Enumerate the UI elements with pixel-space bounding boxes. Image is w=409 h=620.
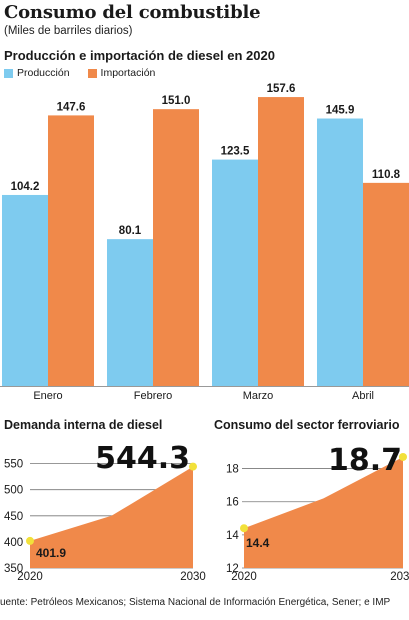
bar-chart-title: Producción e importación de diesel en 20…	[4, 48, 275, 63]
bar-importacion-2	[258, 97, 304, 387]
ferroviario-x-tick-label: 2030	[390, 571, 409, 583]
bar-value-label: 110.8	[372, 169, 401, 181]
ferroviario-start-marker	[240, 524, 248, 533]
demanda-start-value-label: 401.9	[36, 546, 66, 560]
bar-value-label: 147.6	[57, 101, 86, 113]
demanda-x-tick-label: 2020	[17, 571, 43, 583]
source-note: uente: Petróleos Mexicanos; Sistema Naci…	[0, 597, 391, 608]
ferroviario-y-tick-label: 16	[226, 497, 239, 509]
demanda-y-tick-label: 450	[4, 511, 23, 523]
bar-value-label: 157.6	[267, 83, 296, 95]
demanda-area	[30, 466, 193, 568]
ferroviario-y-tick-label: 14	[226, 530, 239, 542]
legend-label-importacion: Importación	[100, 67, 156, 79]
legend: Producción Importación	[4, 67, 173, 79]
x-tick-label: Febrero	[134, 390, 173, 402]
ferroviario-end-value-label: 18.7	[328, 443, 402, 478]
ferroviario-end-marker	[399, 452, 407, 461]
ferroviario-y-tick-label: 18	[226, 464, 239, 476]
bar-value-label: 123.5	[221, 146, 250, 158]
x-tick-label: Marzo	[243, 390, 274, 402]
bar-produccion-2	[212, 159, 258, 386]
x-tick-label: Abril	[352, 390, 374, 402]
ferroviario-x-tick-label: 2020	[231, 571, 257, 583]
bar-importacion-0	[48, 115, 94, 387]
demanda-y-tick-label: 550	[4, 459, 23, 471]
bar-importacion-1	[153, 109, 199, 387]
demanda-start-marker	[26, 536, 34, 545]
bar-produccion-3	[317, 118, 363, 387]
demanda-x-tick-label: 2030	[180, 571, 206, 583]
bar-produccion-0	[2, 194, 48, 386]
legend-swatch-produccion	[4, 68, 13, 78]
bar-value-label: 104.2	[11, 181, 40, 193]
x-tick-label: Enero	[33, 390, 62, 402]
chart-title: Consumo del combustible	[4, 2, 261, 23]
chart-subtitle: (Miles de barriles diarios)	[4, 25, 133, 37]
demanda-y-tick-label: 350	[4, 563, 23, 575]
demanda-y-tick-label: 500	[4, 485, 23, 497]
bar-value-label: 80.1	[119, 225, 142, 237]
bar-produccion-1	[107, 239, 153, 386]
legend-swatch-importacion	[87, 68, 97, 78]
left-area-chart-title: Demanda interna de diesel	[4, 418, 163, 432]
bar-importacion-3	[363, 182, 409, 386]
demanda-end-marker	[189, 462, 197, 471]
demanda-end-value-label: 544.3	[95, 441, 190, 476]
bar-value-label: 145.9	[326, 105, 355, 117]
demanda-y-tick-label: 400	[4, 537, 23, 549]
ferroviario-area	[244, 456, 403, 568]
bar-value-label: 151.0	[162, 95, 191, 107]
legend-item-importacion: Importación	[87, 67, 156, 79]
legend-label-produccion: Producción	[17, 67, 70, 79]
legend-item-produccion: Producción	[4, 67, 70, 79]
right-area-chart-title: Consumo del sector ferroviario	[214, 418, 400, 432]
ferroviario-y-tick-label: 12	[226, 563, 239, 575]
ferroviario-start-value-label: 14.4	[246, 536, 270, 550]
